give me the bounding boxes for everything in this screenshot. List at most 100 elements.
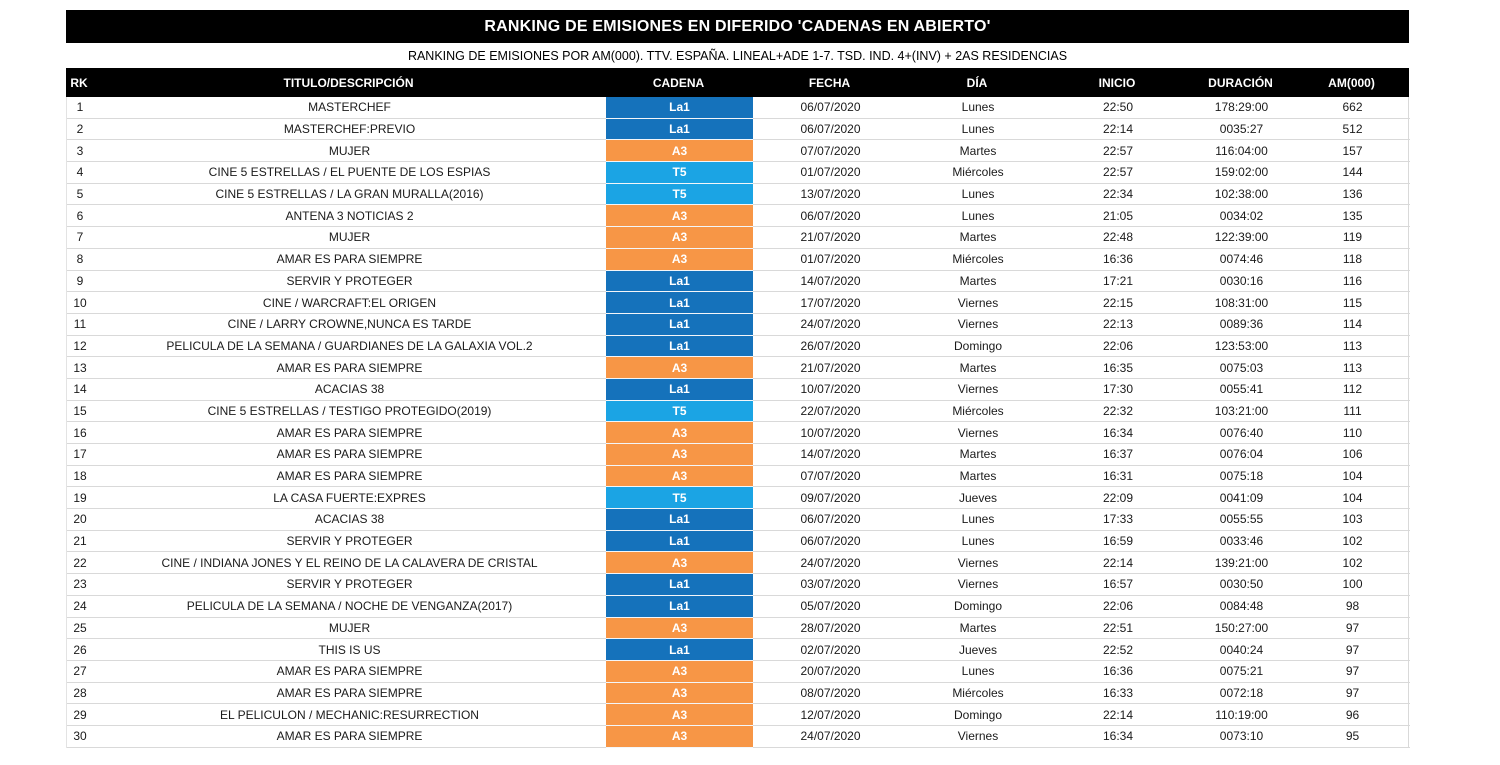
channel-badge: A3	[606, 357, 753, 378]
cell-day: Viernes	[908, 726, 1048, 748]
cell-duration: 150:27:00	[1188, 618, 1295, 640]
channel-badge: A3	[606, 205, 753, 227]
cell-rank: 24	[67, 596, 93, 618]
cell-day: Martes	[908, 271, 1048, 293]
cell-duration: 0076:40	[1188, 422, 1295, 444]
channel-badge: A3	[606, 248, 753, 270]
cell-am000: 662	[1295, 97, 1410, 119]
cell-rank: 2	[67, 119, 93, 141]
cell-channel: La1	[606, 335, 753, 358]
channel-badge: A3	[606, 552, 753, 574]
cell-duration: 0072:18	[1188, 683, 1295, 705]
cell-duration: 0075:03	[1188, 357, 1295, 379]
cell-day: Domingo	[908, 336, 1048, 358]
cell-duration: 0075:18	[1188, 466, 1295, 488]
cell-start: 21:05	[1048, 205, 1188, 228]
cell-day: Miércoles	[908, 162, 1048, 184]
cell-channel: A3	[606, 660, 753, 683]
cell-am000: 97	[1295, 618, 1410, 640]
cell-rank: 12	[67, 336, 93, 358]
cell-start: 16:31	[1048, 466, 1188, 488]
cell-am000: 119	[1295, 227, 1410, 249]
cell-am000: 95	[1295, 726, 1410, 748]
column-header-rk: RK	[70, 75, 88, 90]
table-row: 19 LA CASA FUERTE:EXPRES T5 09/07/2020 J…	[67, 487, 1410, 510]
cell-day: Martes	[908, 357, 1048, 379]
cell-duration: 0034:02	[1188, 205, 1295, 228]
cell-channel: La1	[606, 118, 753, 141]
report-subtitle: RANKING DE EMISIONES POR AM(000). TTV. E…	[66, 43, 1409, 68]
channel-badge: La1	[606, 595, 753, 617]
cell-rank: 27	[67, 661, 93, 683]
channel-badge: La1	[606, 530, 753, 552]
cell-rank: 7	[67, 227, 93, 249]
table-row: 5 CINE 5 ESTRELLAS / LA GRAN MURALLA(201…	[67, 183, 1410, 206]
cell-rank: 22	[67, 552, 93, 575]
channel-badge: A3	[606, 704, 753, 725]
table-row: 30 AMAR ES PARA SIEMPRE A3 24/07/2020 Vi…	[67, 725, 1410, 748]
cell-date: 09/07/2020	[753, 487, 908, 510]
channel-badge: A3	[606, 660, 753, 682]
cell-title: SERVIR Y PROTEGER	[93, 271, 606, 293]
cell-am000: 96	[1295, 704, 1410, 726]
cell-date: 06/07/2020	[753, 205, 908, 228]
cell-date: 08/07/2020	[753, 683, 908, 705]
cell-date: 03/07/2020	[753, 574, 908, 596]
table-row: 25 MUJER A3 28/07/2020 Martes 22:51 150:…	[67, 617, 1410, 640]
cell-day: Martes	[908, 140, 1048, 163]
channel-badge: A3	[606, 725, 753, 747]
cell-duration: 116:04:00	[1188, 140, 1295, 163]
cell-date: 13/07/2020	[753, 184, 908, 206]
cell-rank: 8	[67, 249, 93, 271]
cell-day: Lunes	[908, 184, 1048, 206]
cell-start: 22:51	[1048, 618, 1188, 640]
table-row: 29 EL PELICULON / MECHANIC:RESURRECTION …	[67, 704, 1410, 726]
cell-start: 16:37	[1048, 444, 1188, 466]
cell-rank: 16	[67, 422, 93, 444]
cell-start: 22:57	[1048, 140, 1188, 163]
table-header-row: RK TITULO/DESCRIPCIÓN CADENA FECHA DÍA I…	[66, 68, 1409, 97]
cell-duration: 110:19:00	[1188, 704, 1295, 726]
table-row: 27 AMAR ES PARA SIEMPRE A3 20/07/2020 Lu…	[67, 660, 1410, 683]
cell-am000: 104	[1295, 466, 1410, 488]
cell-duration: 122:39:00	[1188, 227, 1295, 249]
channel-badge: A3	[606, 227, 753, 248]
cell-rank: 29	[67, 704, 93, 726]
cell-day: Jueves	[908, 487, 1048, 510]
cell-day: Lunes	[908, 205, 1048, 228]
cell-rank: 14	[67, 379, 93, 401]
cell-channel: La1	[606, 639, 753, 661]
cell-rank: 26	[67, 639, 93, 661]
table-row: 1 MASTERCHEF La1 06/07/2020 Lunes 22:50 …	[67, 97, 1410, 119]
cell-date: 02/07/2020	[753, 639, 908, 661]
cell-rank: 13	[67, 357, 93, 379]
cell-am000: 97	[1295, 683, 1410, 705]
table-row: 17 AMAR ES PARA SIEMPRE A3 14/07/2020 Ma…	[67, 444, 1410, 466]
column-header-cadena: CADENA	[652, 75, 705, 90]
cell-title: EL PELICULON / MECHANIC:RESURRECTION	[93, 704, 606, 726]
cell-am000: 100	[1295, 574, 1410, 596]
cell-duration: 0035:27	[1188, 119, 1295, 141]
cell-duration: 159:02:00	[1188, 162, 1295, 184]
cell-am000: 113	[1295, 336, 1410, 358]
channel-badge: A3	[606, 444, 753, 465]
cell-title: AMAR ES PARA SIEMPRE	[93, 422, 606, 444]
cell-am000: 102	[1295, 552, 1410, 575]
cell-date: 10/07/2020	[753, 379, 908, 401]
cell-title: MUJER	[93, 227, 606, 249]
cell-title: ACACIAS 38	[93, 509, 606, 531]
cell-am000: 98	[1295, 596, 1410, 618]
cell-rank: 9	[67, 271, 93, 293]
cell-start: 16:33	[1048, 683, 1188, 705]
channel-badge: T5	[606, 162, 753, 183]
cell-start: 22:57	[1048, 162, 1188, 184]
cell-channel: T5	[606, 400, 753, 423]
cell-start: 22:50	[1048, 97, 1188, 119]
cell-title: MUJER	[93, 618, 606, 640]
channel-badge: La1	[606, 335, 753, 357]
cell-title: AMAR ES PARA SIEMPRE	[93, 661, 606, 683]
table-row: 7 MUJER A3 21/07/2020 Martes 22:48 122:3…	[67, 227, 1410, 249]
cell-am000: 112	[1295, 379, 1410, 401]
cell-day: Lunes	[908, 509, 1048, 531]
table-row: 10 CINE / WARCRAFT:EL ORIGEN La1 17/07/2…	[67, 292, 1410, 314]
